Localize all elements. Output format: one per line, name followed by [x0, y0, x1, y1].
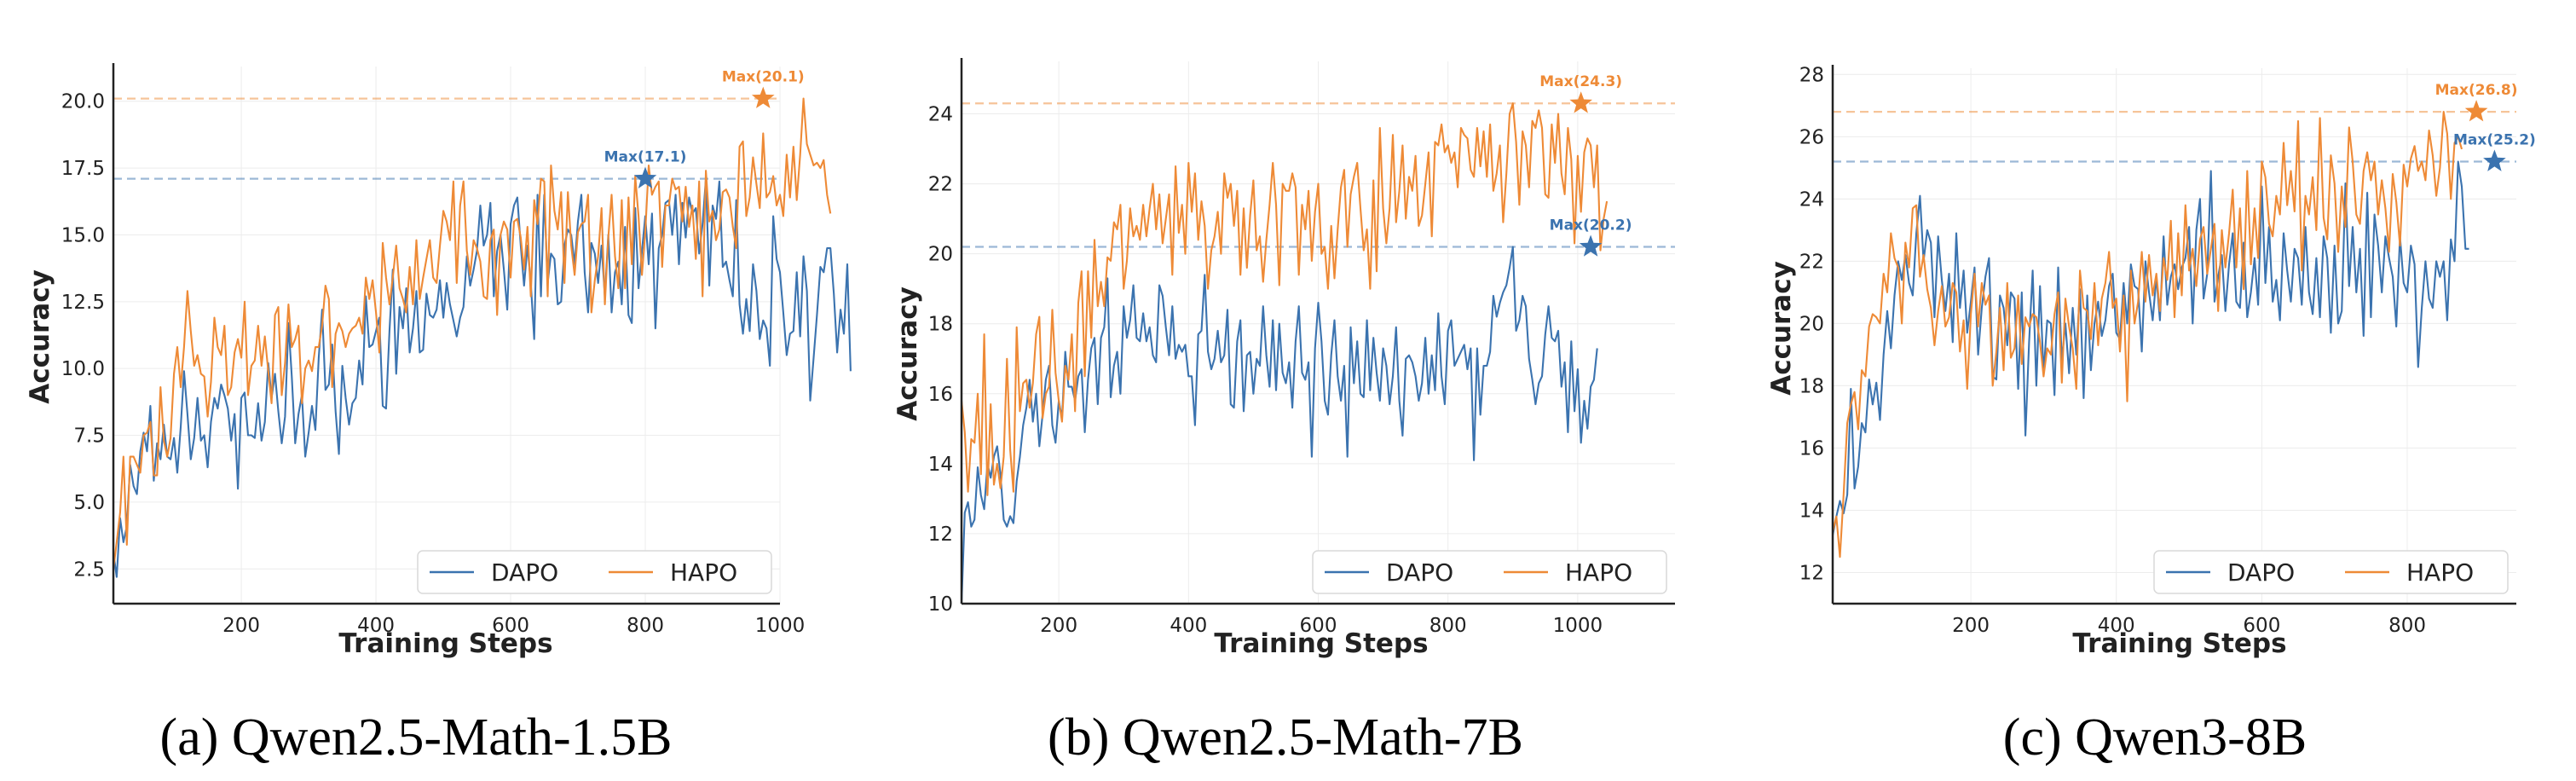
max-star-marker	[2464, 100, 2488, 122]
y-tick-label: 24	[928, 104, 953, 126]
max-star-marker	[633, 166, 657, 188]
axes	[1831, 65, 2516, 605]
legend: DAPO HAPO	[2153, 550, 2509, 594]
tick-labels: 200 400 600 800 1000 2.5 5.0 7.5 10.0 12.5 15.0 17.…	[61, 91, 805, 637]
y-tick-label: 18	[928, 314, 953, 336]
x-tick-label: 800	[2388, 615, 2426, 637]
x-tick-label: 400	[2098, 615, 2135, 637]
y-tick-label: 17.5	[61, 158, 105, 180]
y-tick-label: 24	[1799, 188, 1824, 211]
y-tick-label: 10.0	[61, 358, 105, 380]
x-tick-label: 600	[2243, 615, 2280, 637]
max-star-marker	[1579, 234, 1603, 257]
y-tick-label: 12.5	[61, 292, 105, 314]
max-star-marker	[2483, 149, 2506, 171]
legend-label-hapo: HAPO	[670, 558, 737, 587]
tick-labels: 200 400 600 800 12 14 16 18 20 22 24 26 28	[1799, 64, 2426, 637]
series-line-hapo	[960, 102, 1609, 496]
axes	[960, 58, 1675, 605]
series-line-hapo	[1831, 111, 2463, 558]
y-tick-label: 16	[928, 384, 953, 406]
max-label: Max(25.2)	[2453, 132, 2536, 149]
series-lines	[1831, 111, 2469, 558]
max-label: Max(17.1)	[604, 149, 687, 166]
subplot-a: 200 400 600 800 1000 2.5 5.0 7.5 10.0 12.5 15.0 17.…	[25, 63, 852, 767]
y-tick-label: 22	[928, 174, 953, 196]
legend-label-dapo: DAPO	[2227, 558, 2295, 587]
x-tick-label: 200	[1952, 615, 1990, 637]
y-tick-label: 16	[1799, 437, 1824, 460]
max-annotations: Max(24.3) Max(20.2)	[1539, 73, 1632, 257]
series-line-dapo	[960, 246, 1598, 605]
max-star-marker	[751, 86, 775, 108]
y-tick-label: 20.0	[61, 91, 105, 113]
legend-box	[417, 550, 772, 594]
x-tick-label: 200	[222, 615, 260, 637]
series-lines	[112, 97, 852, 578]
max-reference-lines	[962, 102, 1675, 248]
y-tick-label: 7.5	[73, 425, 105, 448]
legend-label-hapo: HAPO	[1565, 558, 1632, 587]
subplot-b: 200 400 600 800 1000 10 12 14 16 18 20 22 24 Max(24.…	[892, 58, 1675, 767]
max-annotations: Max(20.1) Max(17.1)	[604, 69, 805, 188]
max-label: Max(24.3)	[1539, 73, 1622, 90]
max-annotations: Max(26.8) Max(25.2)	[2435, 82, 2536, 171]
legend-label-dapo: DAPO	[491, 558, 558, 587]
max-label: Max(20.1)	[722, 69, 805, 86]
y-tick-label: 14	[928, 454, 953, 476]
legend-box	[1312, 550, 1667, 594]
max-label: Max(20.2)	[1550, 217, 1632, 234]
tick-labels: 200 400 600 800 1000 10 12 14 16 18 20 22 24	[928, 104, 1603, 637]
y-tick-label: 28	[1799, 64, 1824, 86]
y-tick-label: 20	[1799, 313, 1824, 335]
y-tick-label: 15.0	[61, 224, 105, 246]
max-star-marker	[1569, 91, 1592, 113]
x-axis-title: Training Steps	[338, 628, 552, 659]
legend-label-dapo: DAPO	[1386, 558, 1453, 587]
x-tick-label: 600	[1300, 615, 1337, 637]
x-tick-label: 800	[1430, 615, 1467, 637]
series-line-dapo	[112, 177, 852, 578]
x-axis-title: Training Steps	[2072, 628, 2286, 659]
y-tick-label: 26	[1799, 126, 1824, 148]
x-tick-label: 800	[627, 615, 664, 637]
x-tick-label: 1000	[1553, 615, 1603, 637]
x-tick-label: 1000	[755, 615, 806, 637]
y-axis-title: Accuracy	[892, 286, 923, 421]
max-label: Max(26.8)	[2435, 82, 2518, 99]
y-tick-label: 14	[1799, 500, 1824, 522]
series-line-hapo	[112, 97, 832, 570]
y-tick-label: 22	[1799, 251, 1824, 273]
legend: DAPO HAPO	[1312, 550, 1667, 594]
subfigure-caption: (a) Qwen2.5-Math-1.5B	[160, 709, 673, 767]
y-axis-title: Accuracy	[25, 269, 55, 404]
subfigure-caption: (b) Qwen2.5-Math-7B	[1048, 709, 1523, 767]
y-tick-label: 2.5	[73, 558, 105, 581]
series-lines	[960, 102, 1609, 605]
x-axis-title: Training Steps	[1214, 628, 1428, 659]
legend-box	[2153, 550, 2509, 594]
y-axis-title: Accuracy	[1766, 261, 1797, 396]
x-tick-label: 400	[357, 615, 395, 637]
y-tick-label: 20	[928, 244, 953, 266]
x-tick-label: 600	[492, 615, 529, 637]
max-reference-lines	[1833, 111, 2516, 163]
max-reference-lines	[113, 97, 780, 180]
x-tick-label: 400	[1170, 615, 1207, 637]
y-tick-label: 12	[1799, 562, 1824, 584]
subfigure-caption: (c) Qwen3-8B	[2003, 709, 2307, 767]
y-tick-label: 10	[928, 593, 953, 616]
series-line-dapo	[1831, 160, 2469, 535]
y-tick-label: 18	[1799, 375, 1824, 397]
subplot-c: 200 400 600 800 12 14 16 18 20 22 24 26 28 Max(26.8)…	[1766, 64, 2536, 767]
axes	[112, 63, 780, 605]
legend-label-hapo: HAPO	[2406, 558, 2474, 587]
y-tick-label: 12	[928, 524, 953, 546]
y-tick-label: 5.0	[73, 492, 105, 514]
x-tick-label: 200	[1040, 615, 1077, 637]
legend: DAPO HAPO	[417, 550, 772, 594]
